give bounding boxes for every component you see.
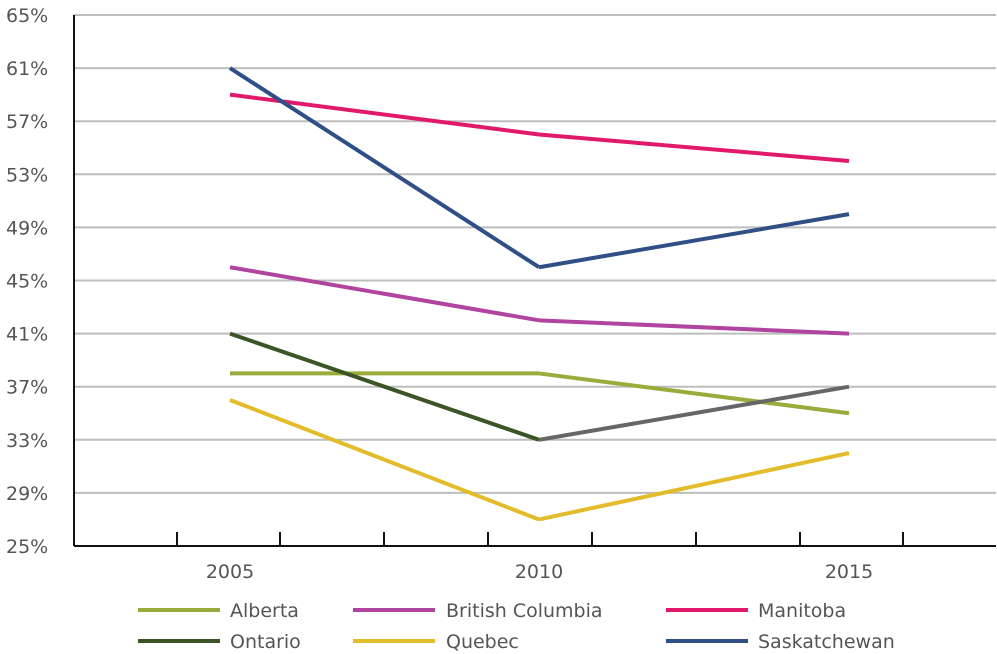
- y-tick-label: 37%: [6, 377, 48, 399]
- series-line-alberta: [538, 371, 850, 416]
- x-tick-label: 2015: [825, 561, 873, 583]
- legend-label-british-columbia: British Columbia: [446, 600, 603, 622]
- series-line-quebec: [229, 398, 540, 522]
- x-tick-label: 2005: [206, 561, 254, 583]
- legend-label-saskatchewan: Saskatchewan: [758, 631, 895, 653]
- gridlines: [74, 14, 996, 494]
- y-tick-label: 41%: [6, 324, 48, 346]
- series-line-saskatchewan: [228, 66, 541, 269]
- legend: Alberta British Columbia Manitoba Ontario Qu…: [138, 600, 895, 653]
- series-line-british-columbia: [538, 318, 850, 336]
- y-tick-label: 29%: [6, 483, 48, 505]
- series-line-ontario: [229, 331, 540, 442]
- y-tick-label: 65%: [6, 5, 48, 27]
- legend-label-manitoba: Manitoba: [758, 600, 846, 622]
- y-tick-label: 57%: [6, 111, 48, 133]
- series-line-manitoba: [538, 132, 850, 164]
- series-line-british-columbia: [229, 265, 540, 323]
- y-tick-label: 53%: [6, 164, 48, 186]
- series-line-ontario: [538, 384, 850, 442]
- y-tick-label: 61%: [6, 58, 48, 80]
- legend-label-quebec: Quebec: [446, 631, 519, 653]
- y-tick-label: 49%: [6, 217, 48, 239]
- series-line-saskatchewan: [538, 212, 850, 270]
- x-tick-label: 2010: [515, 561, 563, 583]
- x-axis: 2005 2010 2015: [73, 15, 996, 583]
- y-tick-label: 33%: [6, 430, 48, 452]
- legend-label-alberta: Alberta: [230, 600, 299, 622]
- series-lines: [228, 66, 850, 522]
- y-tick-label: 25%: [6, 536, 48, 558]
- series-line-manitoba: [229, 92, 540, 137]
- legend-label-ontario: Ontario: [230, 631, 301, 653]
- y-tick-label: 45%: [6, 271, 48, 293]
- series-line-quebec: [538, 451, 850, 522]
- y-axis-ticks: 25% 29% 33% 37% 41% 45% 49% 53% 57% 61% 65%: [6, 5, 48, 558]
